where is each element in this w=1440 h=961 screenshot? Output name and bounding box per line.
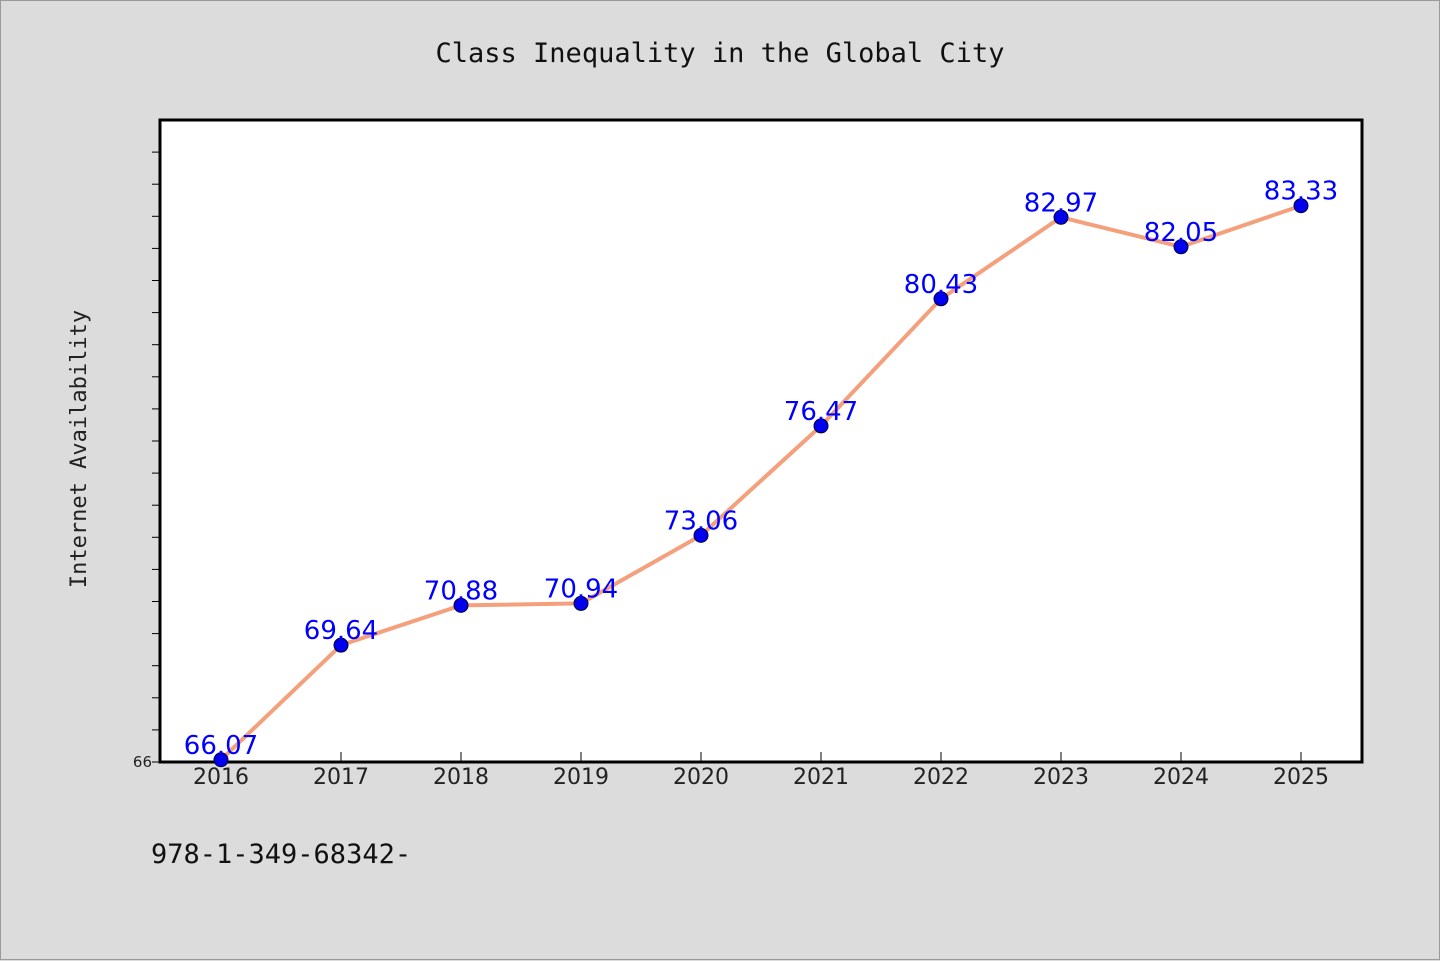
series-line [219,203,1303,762]
series-layer: 66.07 69.64 70.88 70.94 73.06 76.47 80.43 82.97… [184,177,1338,768]
x-tick-label: 2016 [193,765,249,790]
x-tick-label: 2021 [793,765,849,790]
y-axis-label: Internet Availability [67,310,92,588]
footer-isbn: 978-1-349-68342- [151,839,411,870]
data-label: 70.88 [424,576,498,606]
data-point [1053,209,1069,225]
data-label: 66.07 [184,731,258,761]
data-point [1173,239,1189,255]
data-point [213,752,229,768]
chart-title: Class Inequality in the Global City [436,38,1005,69]
x-axis-ticks: 2016 2017 2018 2019 2020 2021 2022 2023 2024 2025 [193,752,1329,790]
data-label: 82.97 [1024,188,1098,218]
data-label: 83.33 [1264,177,1338,207]
x-tick-label: 2025 [1273,765,1329,790]
x-tick-label: 2023 [1033,765,1089,790]
data-label: 80.43 [904,270,978,300]
x-tick-label: 2022 [913,765,969,790]
y-tick-label: 66 [133,753,152,771]
data-point [1293,198,1309,214]
data-point [333,637,349,653]
x-tick-label: 2017 [313,765,369,790]
data-label: 76.47 [784,397,858,427]
data-label: 82.05 [1144,218,1218,248]
x-tick-label: 2018 [433,765,489,790]
x-tick-label: 2020 [673,765,729,790]
data-point [933,291,949,307]
data-point [453,597,469,613]
data-point [573,595,589,611]
plot-area [158,118,1364,764]
data-label: 70.94 [544,574,618,604]
data-label: 73.06 [664,506,738,536]
y-axis-ticks: 66 [133,151,160,771]
data-label: 69.64 [304,616,378,646]
x-tick-label: 2019 [553,765,609,790]
data-point [693,527,709,543]
data-point [813,418,829,434]
x-tick-label: 2024 [1153,765,1209,790]
